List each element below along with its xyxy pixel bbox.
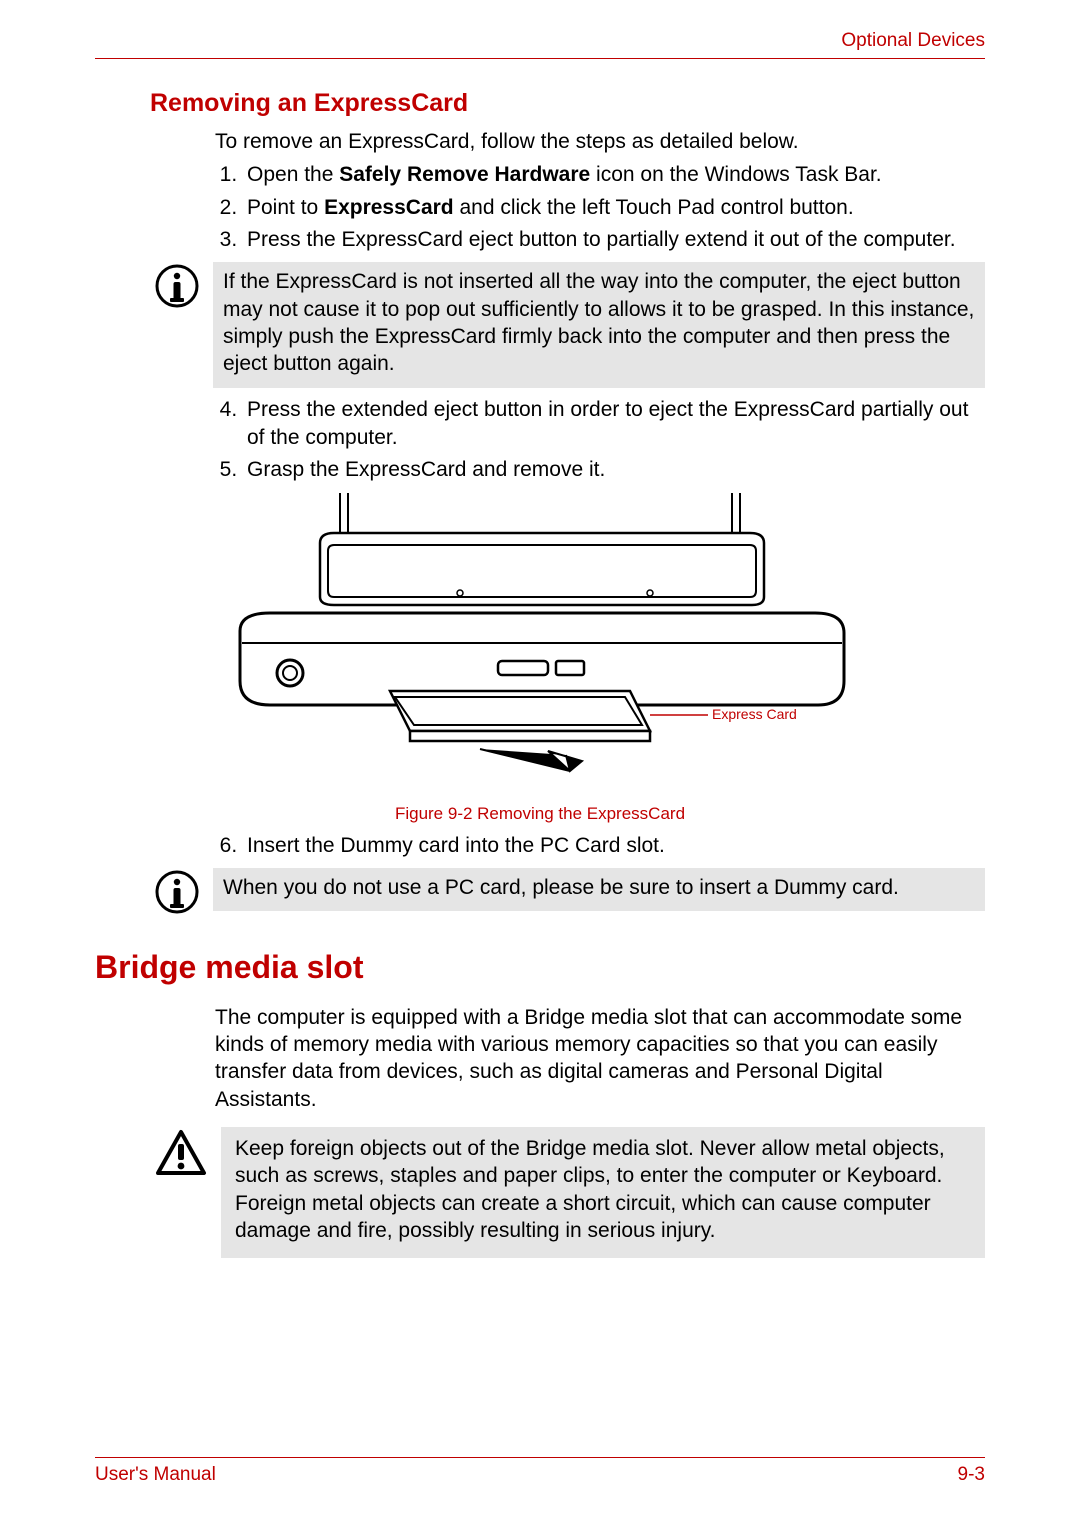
step-1-bold: Safely Remove Hardware <box>339 163 590 186</box>
bridge-media-body: The computer is equipped with a Bridge m… <box>215 1004 985 1113</box>
step-3: Press the ExpressCard eject button to pa… <box>243 226 985 254</box>
steps-list-b: Press the extended eject button in order… <box>215 396 985 485</box>
steps-list-c: Insert the Dummy card into the PC Card s… <box>215 832 985 860</box>
step-5: Grasp the ExpressCard and remove it. <box>243 456 985 484</box>
page: Optional Devices Removing an ExpressCard… <box>0 0 1080 1526</box>
steps-list-a: Open the Safely Remove Hardware icon on … <box>215 161 985 254</box>
step-2: Point to ExpressCard and click the left … <box>243 194 985 222</box>
note-text-2: When you do not use a PC card, please be… <box>213 868 985 911</box>
footer-left: User's Manual <box>95 1464 216 1486</box>
warning-block: Keep foreign objects out of the Bridge m… <box>155 1127 985 1258</box>
intro-text: To remove an ExpressCard, follow the ste… <box>215 128 985 155</box>
header-rule <box>95 58 985 59</box>
footer-rule <box>95 1457 985 1458</box>
info-icon <box>155 264 205 313</box>
step-6: Insert the Dummy card into the PC Card s… <box>243 832 985 860</box>
figure-label: Express Card <box>712 706 797 722</box>
note-text-1: If the ExpressCard is not inserted all t… <box>213 262 985 387</box>
header-label: Optional Devices <box>95 30 985 52</box>
note-block-2: When you do not use a PC card, please be… <box>155 868 985 919</box>
figure-removing-expresscard: Express Card <box>95 493 985 798</box>
footer-right: 9-3 <box>958 1464 985 1486</box>
heading-bridge-media: Bridge media slot <box>95 949 985 986</box>
step-2-prefix: Point to <box>247 196 324 219</box>
step-1-suffix: icon on the Windows Task Bar. <box>590 163 881 186</box>
info-icon <box>155 870 205 919</box>
step-1: Open the Safely Remove Hardware icon on … <box>243 161 985 189</box>
figure-caption: Figure 9-2 Removing the ExpressCard <box>95 804 985 824</box>
footer: User's Manual 9-3 <box>95 1457 985 1486</box>
warning-icon <box>155 1129 211 1182</box>
step-2-bold: ExpressCard <box>324 196 454 219</box>
step-2-suffix: and click the left Touch Pad control but… <box>454 196 854 219</box>
note-block-1: If the ExpressCard is not inserted all t… <box>155 262 985 387</box>
subheading-removing: Removing an ExpressCard <box>150 89 985 118</box>
step-4: Press the extended eject button in order… <box>243 396 985 453</box>
warning-text: Keep foreign objects out of the Bridge m… <box>221 1127 985 1258</box>
step-1-prefix: Open the <box>247 163 339 186</box>
